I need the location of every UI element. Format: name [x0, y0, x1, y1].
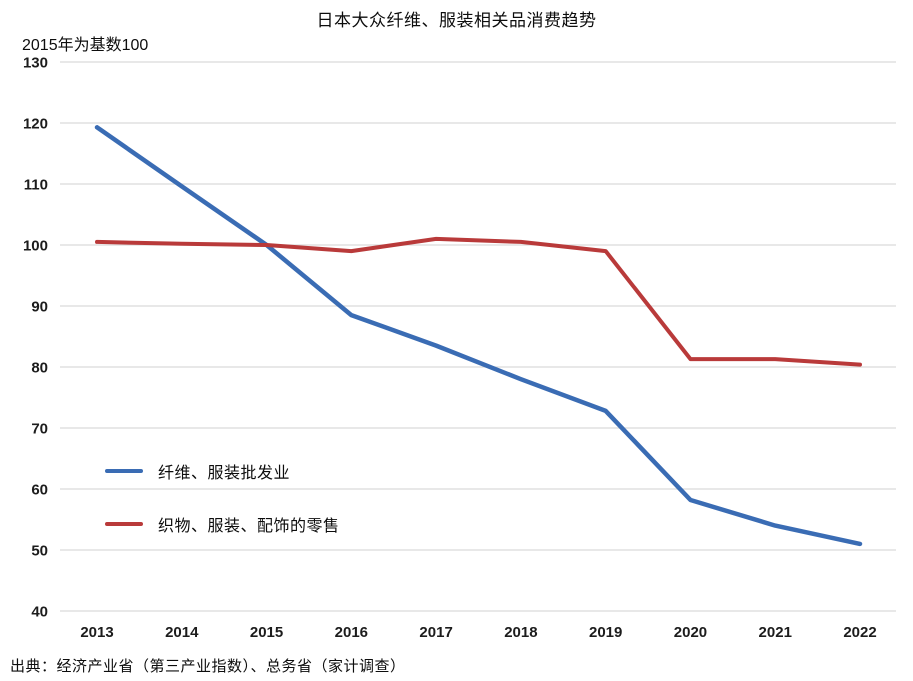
y-tick-label: 130 [23, 55, 48, 72]
x-tick-label: 2013 [80, 624, 113, 641]
source-note: 出典：经济产业省（第三产业指数）、总务省（家计调查） [10, 658, 406, 675]
series-line-retail [95, 236, 862, 367]
line-chart: 40 50 60 70 80 90 100 110 120 130 2013 2014 2015 2016… [23, 55, 896, 641]
legend-label-wholesale: 纤维、服装批发业 [158, 465, 291, 482]
x-tick-label: 2020 [674, 624, 707, 641]
x-tick-label: 2019 [589, 624, 622, 641]
y-tick-label: 50 [31, 543, 48, 560]
x-tick-label: 2015 [250, 624, 283, 641]
y-tick-label: 80 [31, 360, 48, 377]
y-tick-label: 90 [31, 299, 48, 316]
y-tick-label: 110 [24, 177, 48, 194]
x-tick-label: 2014 [165, 624, 199, 641]
x-tick-label: 2018 [504, 624, 537, 641]
x-tick-label: 2017 [419, 624, 452, 641]
x-tick-label: 2022 [843, 624, 876, 641]
x-tick-label: 2021 [759, 624, 792, 641]
chart-title: 日本大众纤维、服装相关品消费趋势 [316, 11, 597, 30]
retail-line-swatch [105, 522, 143, 526]
y-tick-label: 70 [31, 421, 48, 438]
wholesale-line-swatch [105, 469, 143, 473]
x-tick-label: 2016 [335, 624, 368, 641]
y-tick-label: 40 [31, 604, 48, 621]
y-tick-label: 60 [31, 482, 48, 499]
axis-base-note: 2015年为基数100 [22, 37, 149, 54]
y-tick-label: 100 [23, 238, 48, 255]
y-tick-label: 120 [23, 116, 48, 133]
legend-label-retail: 织物、服装、配饰的零售 [158, 518, 340, 535]
series-line-wholesale [94, 125, 863, 547]
legend-item-wholesale: 纤维、服装批发业 [105, 459, 290, 483]
legend-item-retail: 织物、服装、配饰的零售 [105, 512, 340, 536]
